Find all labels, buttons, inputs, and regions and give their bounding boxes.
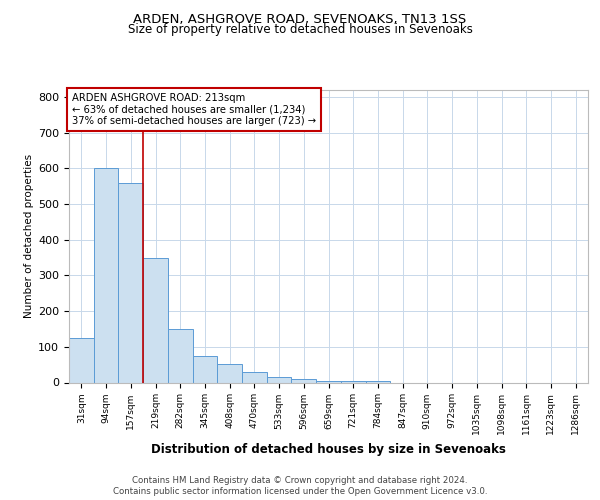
Bar xyxy=(143,258,168,382)
Text: ARDEN, ASHGROVE ROAD, SEVENOAKS, TN13 1SS: ARDEN, ASHGROVE ROAD, SEVENOAKS, TN13 1S… xyxy=(133,12,467,26)
Y-axis label: Number of detached properties: Number of detached properties xyxy=(24,154,34,318)
Bar xyxy=(94,168,118,382)
Text: ARDEN ASHGROVE ROAD: 213sqm
← 63% of detached houses are smaller (1,234)
37% of : ARDEN ASHGROVE ROAD: 213sqm ← 63% of det… xyxy=(71,93,316,126)
Bar xyxy=(341,380,365,382)
Text: Contains public sector information licensed under the Open Government Licence v3: Contains public sector information licen… xyxy=(113,488,487,496)
Bar xyxy=(365,380,390,382)
X-axis label: Distribution of detached houses by size in Sevenoaks: Distribution of detached houses by size … xyxy=(151,442,506,456)
Bar xyxy=(217,364,242,382)
Bar xyxy=(118,182,143,382)
Bar xyxy=(242,372,267,382)
Bar xyxy=(292,379,316,382)
Text: Contains HM Land Registry data © Crown copyright and database right 2024.: Contains HM Land Registry data © Crown c… xyxy=(132,476,468,485)
Bar xyxy=(69,338,94,382)
Bar xyxy=(193,356,217,382)
Bar xyxy=(267,377,292,382)
Bar xyxy=(316,380,341,382)
Text: Size of property relative to detached houses in Sevenoaks: Size of property relative to detached ho… xyxy=(128,24,472,36)
Bar xyxy=(168,329,193,382)
